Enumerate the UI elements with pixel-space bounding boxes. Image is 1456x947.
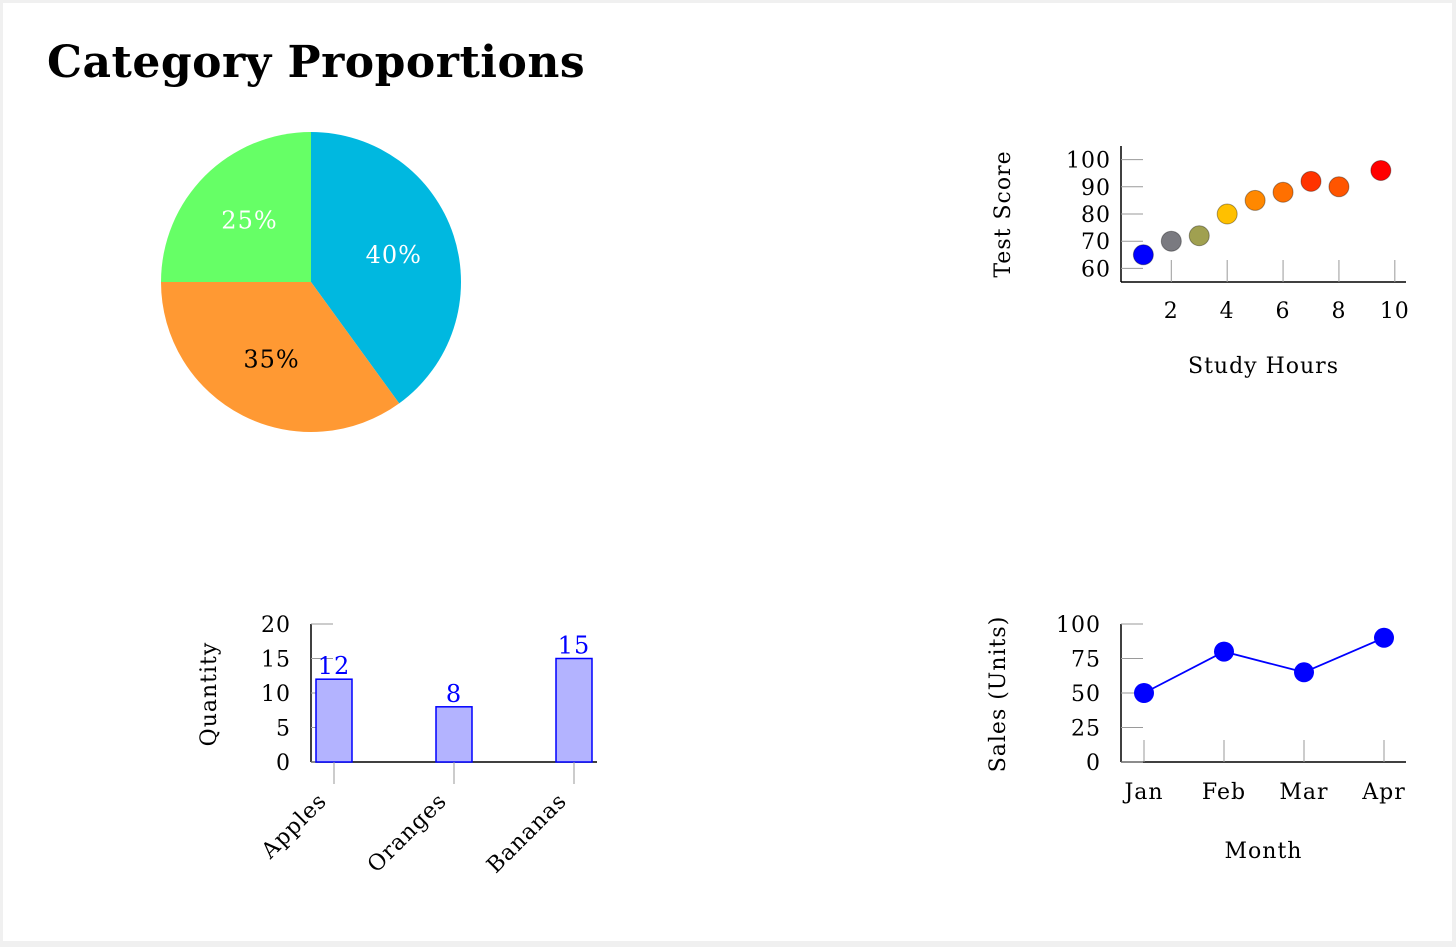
line-x-tick-label: Apr xyxy=(1361,780,1406,805)
bar-value-label: 15 xyxy=(558,632,591,660)
scatter-x-tick-label: 6 xyxy=(1276,299,1291,324)
bar-y-tick-label: 5 xyxy=(276,717,291,742)
line-x-tick-label: Feb xyxy=(1202,780,1246,805)
line-y-tick-label: 0 xyxy=(1086,751,1101,776)
scatter-point xyxy=(1272,181,1294,203)
bar-category-label: Oranges xyxy=(363,789,452,878)
line-x-label: Month xyxy=(1225,839,1303,864)
line-point xyxy=(1134,683,1154,703)
pie-slice-label: 25% xyxy=(221,206,277,234)
line-y-tick-label: 50 xyxy=(1071,682,1101,707)
pie-slice xyxy=(311,132,462,404)
page-title: Category Proportions xyxy=(47,37,586,88)
scatter-x-tick-label: 8 xyxy=(1331,299,1346,324)
scatter-x-tick-label: 2 xyxy=(1164,299,1179,324)
line-x-tick-label: Mar xyxy=(1279,780,1328,805)
scatter-x-label: Study Hours xyxy=(1188,354,1339,379)
pie-slice xyxy=(161,282,400,433)
scatter-point xyxy=(1216,203,1238,225)
bar-y-tick-label: 10 xyxy=(261,682,291,707)
bar xyxy=(315,678,353,763)
scatter-y-tick-label: 80 xyxy=(1081,203,1111,228)
scatter-point xyxy=(1244,189,1266,211)
scatter-point xyxy=(1328,176,1350,198)
scatter-point xyxy=(1370,159,1392,181)
line-y-tick-label: 100 xyxy=(1056,613,1101,638)
pie-slice-label: 35% xyxy=(243,346,299,374)
line-point xyxy=(1374,627,1394,648)
bar-category-label: Bananas xyxy=(482,789,572,879)
bar-category-label: Apples xyxy=(256,789,332,865)
scatter-point xyxy=(1188,225,1210,247)
line-series xyxy=(1143,636,1385,694)
pie-slice-label: 40% xyxy=(366,241,422,269)
bar xyxy=(555,657,593,763)
scatter-x-tick-label: 10 xyxy=(1380,299,1410,324)
bar-y-label: Quantity xyxy=(197,642,222,747)
bar-value-label: 8 xyxy=(446,680,462,708)
bar-value-label: 12 xyxy=(318,652,351,680)
line-x-tick-label: Jan xyxy=(1122,780,1163,805)
scatter-y-tick-label: 100 xyxy=(1066,149,1111,174)
bar xyxy=(435,706,473,763)
line-y-tick-label: 25 xyxy=(1071,717,1101,742)
scatter-x-tick-label: 4 xyxy=(1220,299,1235,324)
pie-slice xyxy=(161,132,311,282)
scatter-y-tick-label: 90 xyxy=(1081,176,1111,201)
scatter-y-label: Test Score xyxy=(991,150,1016,277)
line-point xyxy=(1294,662,1314,683)
bar-y-tick-label: 20 xyxy=(261,613,291,638)
scatter-point xyxy=(1160,230,1182,252)
scatter-y-tick-label: 60 xyxy=(1081,257,1111,282)
scatter-point xyxy=(1132,244,1154,266)
line-point xyxy=(1214,641,1234,662)
line-y-tick-label: 75 xyxy=(1071,648,1101,673)
scatter-point xyxy=(1300,170,1322,192)
bar-y-tick-label: 15 xyxy=(261,648,291,673)
scatter-y-tick-label: 70 xyxy=(1081,230,1111,255)
bar-y-tick-label: 0 xyxy=(276,751,291,776)
line-y-label: Sales (Units) xyxy=(986,616,1011,773)
